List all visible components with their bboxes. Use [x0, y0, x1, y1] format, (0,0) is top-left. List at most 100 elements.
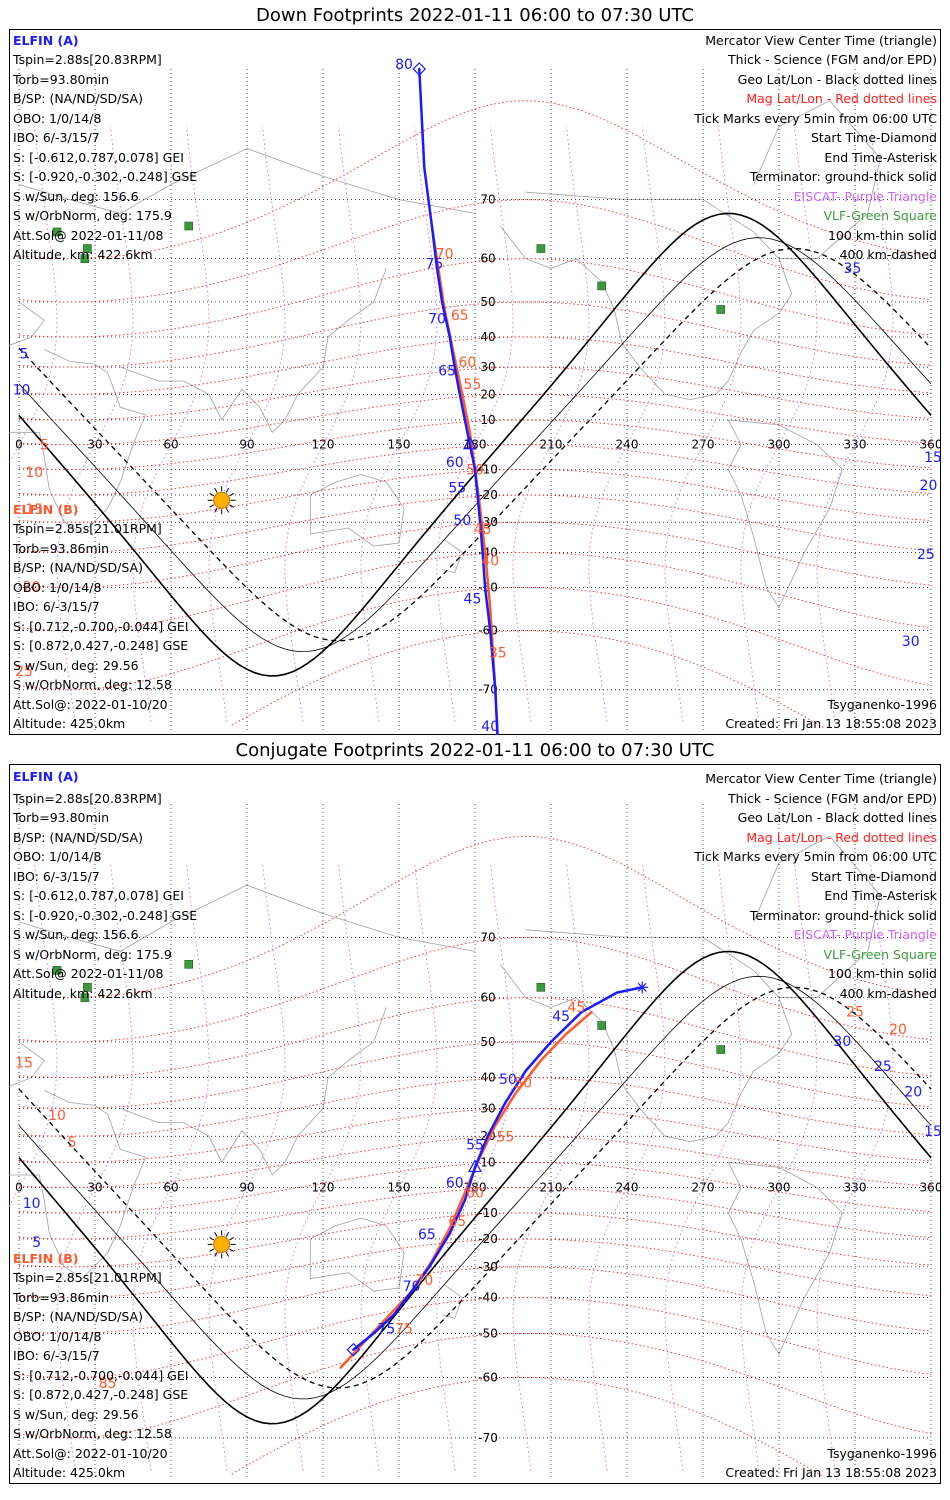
lon-tick-label: 360 — [920, 1181, 941, 1195]
panel2-elfin-b-line: Att.Sol@: 2022-01-10/20 — [13, 1446, 168, 1461]
panel2-elfin-b-line: B/SP: (NA/ND/SD/SA) — [13, 1309, 143, 1324]
lat-tick-label: 30 — [480, 1101, 495, 1115]
elfin-b-tick-label: 55 — [496, 1130, 514, 1146]
panel2-elfin-a-line: Tspin=2.88s[20.83RPM] — [13, 791, 162, 806]
mag-lat-gridline — [18, 199, 932, 303]
panel1-elfin-b-line: Att.Sol@: 2022-01-10/20 — [13, 697, 168, 712]
panel1-legend-item: Thick - Science (FGM and/or EPD) — [728, 52, 937, 67]
lat-tick-label: 50 — [480, 295, 495, 309]
sun-ray — [214, 1232, 218, 1237]
elfin-a-tick-label: 45 — [552, 1009, 570, 1025]
mag-lon-gridline — [816, 126, 894, 722]
elfin-a-footprint-track — [418, 67, 499, 735]
lat-tick-label: -20 — [478, 1232, 498, 1246]
panel1-legend-item: Mercator View Center Time (triangle) — [705, 33, 937, 48]
panel1-elfin-b-name: ELFIN (B) — [13, 502, 79, 517]
panel2-elfin-a-line: S: [-0.612,0.787,0.078] GEI — [13, 888, 184, 903]
coastline — [309, 474, 405, 547]
mag-lat-gridline — [18, 444, 932, 496]
vlf-station-marker — [80, 254, 90, 264]
elfin-a-start-diamond — [346, 1342, 361, 1357]
lon-tick-label: 180 — [464, 438, 487, 452]
sun-ray — [229, 492, 235, 497]
panel1-elfin-b-line: IBO: 6/-3/15/7 — [13, 599, 100, 614]
panel1-elfin-b-line: S w/Sun, deg: 29.56 — [13, 658, 139, 673]
elfin-a-tick-label: 55 — [466, 1137, 484, 1153]
lat-tick-label: 40 — [480, 1071, 495, 1085]
elfin-b-tick-label: 75 — [395, 1321, 413, 1337]
panel1-elfin-a-line: Altitude, km: 422.6km — [13, 247, 153, 262]
elfin-b-tick-label: 60 — [466, 1186, 484, 1202]
elfin-a-tick-label: 45 — [464, 591, 482, 607]
panel2-legend-item: EISCAT- Purple Triangle — [793, 927, 937, 942]
panel1-elfin-b-line: S: [0.712,-0.700,-0.044] GEI — [13, 619, 189, 634]
elfin-b-tick-label: 45 — [567, 1000, 585, 1016]
vlf-station-marker — [52, 227, 62, 237]
panel2-legend-item: 400 km-dashed — [839, 986, 937, 1001]
lat-tick-label: -50 — [478, 1326, 498, 1340]
sun-icon — [213, 491, 231, 509]
panel1-model-label: Tsyganenko-1996 — [827, 697, 937, 712]
mag-lon-gridline — [664, 126, 742, 722]
panel1-elfin-a-line: B/SP: (NA/ND/SD/SA) — [13, 91, 143, 106]
sun-ray — [225, 507, 230, 513]
plot-frame — [9, 764, 941, 1484]
mag-lon-gridline — [512, 862, 590, 1471]
vlf-station-marker — [83, 244, 92, 253]
panel2-elfin-a-line: OBO: 1/0/14/8 — [13, 849, 102, 864]
mag-lat-gridline — [18, 258, 932, 338]
mag-lat-gridline — [18, 393, 932, 446]
plot-frame — [9, 29, 941, 735]
panel1-elfin-a-line: S: [-0.612,0.787,0.078] GEI — [13, 150, 184, 165]
mag-lat-gridline — [18, 1135, 932, 1189]
lon-tick-label: 270 — [692, 438, 715, 452]
vlf-station-marker — [597, 1021, 606, 1030]
coastline — [441, 539, 463, 574]
elfin-a-center-triangle — [467, 1159, 483, 1173]
vlf-station-marker — [52, 966, 62, 975]
coastline — [309, 1217, 405, 1292]
panel1-legend-item: VLF-Green Square — [823, 208, 937, 223]
mag-lat-gridline — [18, 366, 932, 421]
mag-lon-gridline — [284, 126, 362, 722]
terminator-400km-line — [18, 247, 932, 642]
elfin-a-tick-label: 10 — [23, 1196, 41, 1212]
elfin-a-tick-label: 65 — [418, 1227, 436, 1243]
panel1-elfin-b-line: OBO: 1/0/14/8 — [13, 580, 102, 595]
panel1-elfin-a-line: Att.Sol@ 2022-01-11/08 — [13, 228, 164, 243]
mag-lat-gridline — [18, 1107, 932, 1163]
elfin-b-tick-label: 50 — [466, 462, 484, 478]
elfin-b-tick-label: 45 — [474, 522, 492, 538]
lon-tick-label: 150 — [388, 1181, 411, 1195]
panel1-elfin-b-line: Torb=93.86min — [13, 541, 110, 556]
mag-lat-gridline — [18, 419, 932, 470]
lon-tick-label: 240 — [616, 438, 639, 452]
mag-lon-gridline — [132, 862, 210, 1471]
elfin-a-start-diamond — [412, 62, 427, 76]
lat-tick-label: -40 — [478, 1291, 498, 1305]
lat-tick-label: 10 — [480, 413, 495, 427]
mag-lat-gridline — [18, 1332, 932, 1439]
panel1-elfin-a-line: Tspin=2.88s[20.83RPM] — [13, 52, 162, 67]
sun-ray — [209, 504, 215, 508]
panel2-legend-item: Mercator View Center Time (triangle) — [705, 771, 937, 786]
lat-tick-label: -60 — [478, 624, 498, 638]
mag-lat-gridline — [18, 1161, 932, 1214]
mag-lat-gridline — [18, 586, 932, 691]
panel1-legend-item: End Time-Asterisk — [824, 150, 937, 165]
elfin-a-tick-label: 55 — [448, 480, 466, 496]
panel2-elfin-b-line: IBO: 6/-3/15/7 — [13, 1348, 100, 1363]
panel2-map: -70 -60 -50 -40 -30 -20 -10 10 20 30 40 50 60 70 0 30 60… — [9, 764, 941, 1484]
mag-lat-gridline — [18, 1187, 932, 1240]
mag-lon-gridline — [208, 862, 286, 1471]
elfin-b-tick-label: 25 — [846, 1005, 864, 1021]
panel1-elfin-a-name: ELFIN (A) — [13, 33, 79, 48]
coastline — [441, 1284, 463, 1319]
mag-lon-gridline — [132, 126, 210, 722]
lat-tick-label: -20 — [478, 488, 498, 502]
panel2-elfin-b-line: Altitude: 425.0km — [13, 1465, 126, 1480]
elfin-a-tick-label: 60 — [446, 1176, 464, 1192]
elfin-b-tick-label: 70 — [436, 247, 454, 263]
panel2-created-label: Created: Fri Jan 13 18:55:08 2023 — [725, 1465, 937, 1480]
mag-lon-gridline — [664, 862, 742, 1471]
